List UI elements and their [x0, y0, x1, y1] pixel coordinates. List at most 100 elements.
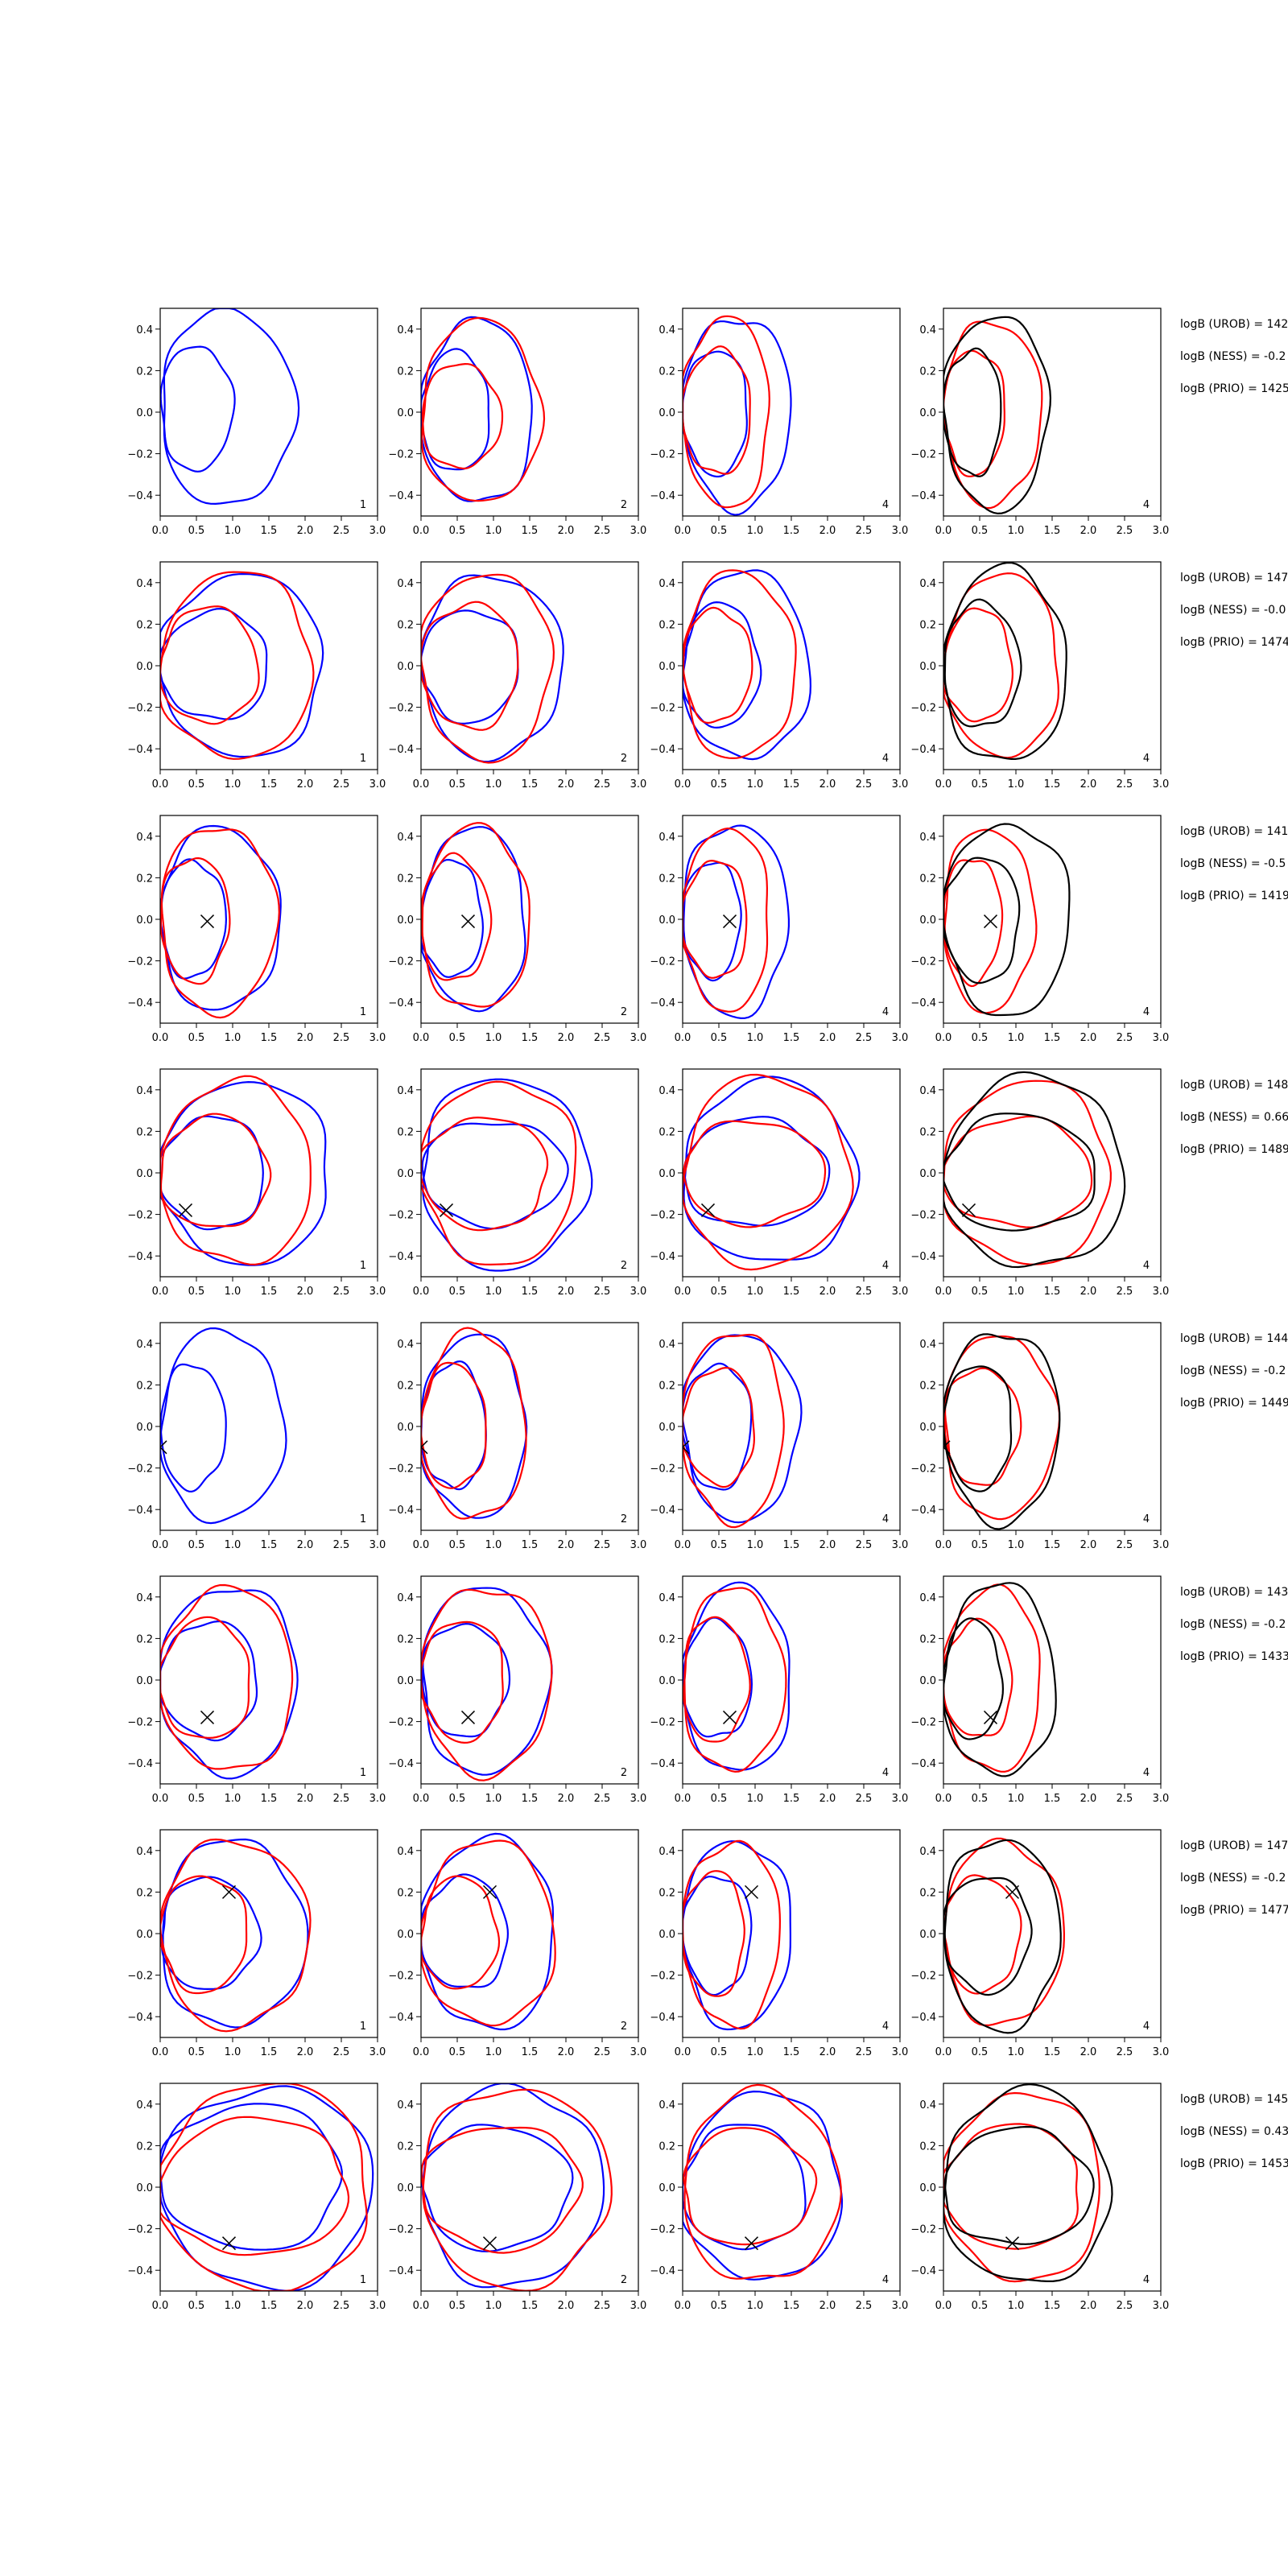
x-tick-label: 2.0 [558, 1032, 575, 1044]
plot-area [160, 1327, 287, 1525]
x-tick-label: 2.0 [819, 1032, 836, 1044]
contour-panel: 0.0 0.5 1.0 1.5 2.0 2.5 3.0 0.4 0.2 0.0 −0.2 −0.4 2 [388, 561, 646, 791]
cross-marker [700, 1203, 716, 1217]
contour-line-red [943, 2123, 1079, 2250]
plot-area [943, 2083, 1113, 2283]
y-tick-label: −0.2 [127, 1210, 153, 1222]
contour-line-blue [421, 1587, 553, 1776]
y-tick-label: 0.0 [136, 407, 153, 419]
x-tick-label: 3.0 [630, 1286, 647, 1298]
x-tick-label: 1.5 [1044, 2046, 1061, 2058]
cross-marker [961, 1203, 976, 1217]
y-tick-label: −0.2 [388, 956, 414, 968]
cross-marker [722, 914, 737, 929]
y-tick-label: −0.4 [650, 490, 675, 502]
x-tick-label: 0.0 [152, 1793, 169, 1805]
logb-annotation: logB (NESS) = -0.0 [1180, 604, 1286, 617]
x-tick-label: 1.5 [522, 525, 539, 537]
contour-line-red [943, 1367, 1022, 1486]
x-tick-label: 0.0 [675, 2046, 691, 2058]
x-tick-label: 1.0 [225, 525, 242, 537]
contour-panel: 0.0 0.5 1.0 1.5 2.0 2.5 3.0 0.4 0.2 0.0 −0.2 −0.4 4 [650, 2083, 908, 2312]
y-tick-label: −0.4 [650, 1505, 675, 1517]
x-tick-label: 1.5 [522, 2046, 539, 2058]
y-tick-label: 0.4 [397, 1846, 414, 1858]
y-tick-label: 0.4 [136, 1085, 153, 1097]
plot-area [160, 1075, 327, 1266]
contour-line-red [683, 827, 769, 1013]
contour-line-red [683, 1120, 827, 1228]
contour-line-blue [160, 824, 282, 1011]
contour-line-red [160, 1838, 312, 2033]
x-tick-label: 2.0 [819, 525, 836, 537]
y-tick-label: 0.2 [658, 1887, 675, 1899]
axes-frame [420, 2083, 639, 2292]
y-tick-label: 0.0 [397, 661, 414, 673]
y-tick-label: 0.0 [136, 1168, 153, 1180]
y-tick-label: −0.2 [910, 703, 936, 715]
y-tick-label: 0.0 [136, 1422, 153, 1434]
contour-line-red [943, 572, 1060, 759]
panel-corner-label: 2 [621, 2021, 627, 2033]
x-tick-label: 0.5 [449, 1793, 466, 1805]
figure-row: 0.0 0.5 1.0 1.5 2.0 2.5 3.00.40.20.0−0.2−0.410… [127, 1322, 1288, 1551]
x-tick-label: 3.0 [369, 1032, 386, 1044]
x-tick-label: 0.0 [935, 1793, 952, 1805]
x-tick-label: 2.0 [558, 2300, 575, 2312]
contour-panel: 0.0 0.5 1.0 1.5 2.0 2.5 3.0 0.4 0.2 0.0 −0.2 −0.4 2 [388, 1322, 647, 1551]
contour-line-black [943, 1113, 1096, 1232]
x-tick-label: 3.0 [369, 1286, 386, 1298]
contour-line-blue [683, 1362, 753, 1491]
contour-line-blue [160, 1620, 258, 1742]
axes-frame [682, 1322, 901, 1531]
contour-line-red [160, 2116, 350, 2256]
x-tick-label: 3.0 [1153, 1539, 1170, 1551]
x-tick-label: 1.0 [225, 1286, 242, 1298]
y-tick-label: 0.0 [919, 1675, 936, 1687]
y-tick-label: −0.2 [910, 1717, 936, 1729]
contour-line-red [421, 822, 530, 1008]
contour-line-red [943, 1115, 1093, 1228]
plot-area [943, 316, 1052, 515]
contour-line-blue [422, 1078, 593, 1272]
logb-annotation: logB (PRIO) = 1419 [1180, 890, 1288, 902]
x-tick-label: 0.5 [711, 2046, 728, 2058]
contour-line-blue [683, 2090, 844, 2281]
x-tick-label: 0.0 [413, 2046, 430, 2058]
contour-line-blue [160, 607, 268, 720]
contour-panel: 0.0 0.5 1.0 1.5 2.0 2.5 3.0 0.4 0.2 0.0 −0.2 −0.4 1 [127, 1575, 386, 1805]
y-tick-label: 0.4 [658, 2099, 675, 2112]
y-tick-label: 0.4 [397, 324, 414, 336]
contour-line-blue [683, 2124, 807, 2251]
y-tick-label: −0.4 [388, 1251, 414, 1263]
panel-corner-label: 1 [360, 1513, 366, 1525]
y-tick-label: 0.2 [919, 1380, 936, 1392]
axes-frame [682, 1575, 901, 1785]
contour-line-red [683, 1839, 782, 2030]
contour-line-blue [160, 1876, 262, 1991]
y-tick-label: −0.2 [388, 1717, 414, 1729]
x-tick-label: 2.5 [856, 778, 873, 791]
axes-frame [682, 815, 901, 1024]
x-tick-label: 1.5 [261, 525, 278, 537]
y-tick-label: −0.4 [910, 2012, 936, 2024]
x-tick-label: 1.5 [261, 1286, 278, 1298]
y-tick-label: −0.2 [127, 1463, 153, 1476]
y-tick-label: 0.2 [658, 619, 675, 631]
figure-row: 0.0 0.5 1.0 1.5 2.0 2.5 3.00.40.20.0−0.2−0.410… [127, 815, 1288, 1044]
y-tick-label: 0.2 [397, 1126, 414, 1138]
y-tick-label: −0.2 [127, 703, 153, 715]
y-tick-label: 0.4 [919, 1592, 936, 1604]
contour-panel: 0.0 0.5 1.0 1.5 2.0 2.5 3.0 0.4 0.2 0.0 −0.2 −0.4 4 [910, 1575, 1169, 1805]
cross-marker [744, 2236, 759, 2251]
figure-row: 0.0 0.5 1.0 1.5 2.0 2.5 3.00.40.20.0−0.2−0.410… [127, 561, 1288, 791]
x-tick-label: 3.0 [892, 525, 909, 537]
y-tick-label: 0.2 [919, 873, 936, 885]
x-tick-label: 2.5 [1117, 1539, 1133, 1551]
panel-corner-label: 4 [882, 2274, 889, 2286]
x-tick-label: 1.0 [1008, 778, 1025, 791]
figure-row: 0.0 0.5 1.0 1.5 2.0 2.5 3.00.40.20.0−0.2−0.410… [127, 308, 1288, 537]
y-tick-label: −0.4 [388, 1758, 414, 1770]
x-tick-label: 3.0 [630, 1539, 647, 1551]
x-tick-label: 2.5 [594, 1793, 611, 1805]
